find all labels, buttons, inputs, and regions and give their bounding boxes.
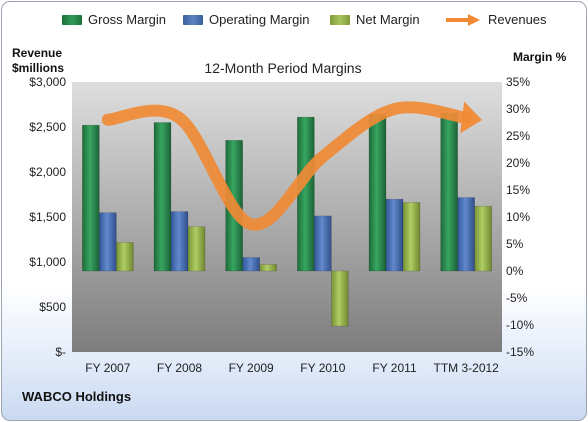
x-axis-category-label: FY 2007 [85,361,130,375]
net-margin-bar [331,270,349,327]
left-axis-tick-label: $3,000 [29,75,66,89]
revenue-line [101,101,473,231]
right-axis-tick-label: -15% [506,345,534,359]
right-axis-tick-label: 20% [506,156,530,170]
legend-swatch-gross-margin [62,14,82,25]
right-axis-tick-label: 10% [506,210,530,224]
company-name: WABCO Holdings [22,389,132,404]
plot-area [72,82,502,352]
x-axis-category-label: FY 2009 [229,361,274,375]
legend-swatch-net-margin [330,14,350,25]
left-axis-tick-label: $2,500 [29,120,66,134]
chart-legend: Gross Margin Operating Margin Net Margin… [0,12,588,32]
operating-margin-bar [385,198,404,272]
gross-margin-bar [153,122,172,272]
net-margin-bar [259,264,277,272]
left-axis-tick-label: $- [55,345,66,359]
right-axis-title: Margin % [513,50,567,64]
chart-title: 12-Month Period Margins [204,60,362,76]
right-axis-tick-label: 30% [506,102,530,116]
net-margin-bar [474,205,492,272]
right-axis-tick-label: 5% [506,237,524,251]
gross-margin-bar [368,114,387,272]
right-axis-tick-label: -10% [506,318,534,332]
legend-label-net-margin: Net Margin [356,12,420,27]
gross-margin-bar [297,116,315,272]
legend-arrow-icon [446,13,480,26]
legend-label-gross-margin: Gross Margin [88,12,167,27]
legend-label-operating-margin: Operating Margin [209,12,310,27]
operating-margin-bar [314,215,332,272]
legend-item-operating-margin: Operating Margin [183,12,309,27]
left-axis-tick-label: $1,000 [29,255,66,269]
right-axis-tick-label: 0% [506,264,524,278]
legend-item-gross-margin: Gross Margin [62,12,166,27]
x-axis-category-label: FY 2010 [300,361,345,375]
left-axis-tick-label: $500 [39,300,66,314]
right-axis-tick-label: -5% [506,291,528,305]
legend-item-net-margin: Net Margin [330,12,420,27]
x-axis-category-label: FY 2008 [157,361,202,375]
left-axis-tick-label: $1,500 [29,210,66,224]
legend-swatch-operating-margin [183,14,203,25]
right-axis-tick-label: 25% [506,129,530,143]
net-margin-bar [187,226,206,272]
operating-margin-bar [170,211,189,272]
net-margin-bar [402,202,421,272]
gross-margin-bar [440,113,458,272]
left-axis-title-line2: $millions [12,61,65,75]
legend-item-revenues: Revenues [446,12,547,27]
left-axis-title-line1: Revenue [12,46,63,60]
operating-margin-bar [99,212,117,272]
left-axis-title: Revenue $millions [12,46,64,76]
net-margin-bar [116,242,134,272]
x-axis-category-label: TTM 3-2012 [433,361,499,375]
revenue-arrow-head [460,101,483,134]
left-axis-tick-label: $2,000 [29,165,66,179]
gross-margin-bar [82,124,100,272]
x-axis-category-label: FY 2011 [372,361,417,375]
right-axis-tick-label: 35% [506,75,530,89]
operating-margin-bar [242,257,260,272]
right-axis-tick-label: 15% [506,183,530,197]
operating-margin-bar [457,197,475,272]
legend-label-revenues: Revenues [488,12,547,27]
